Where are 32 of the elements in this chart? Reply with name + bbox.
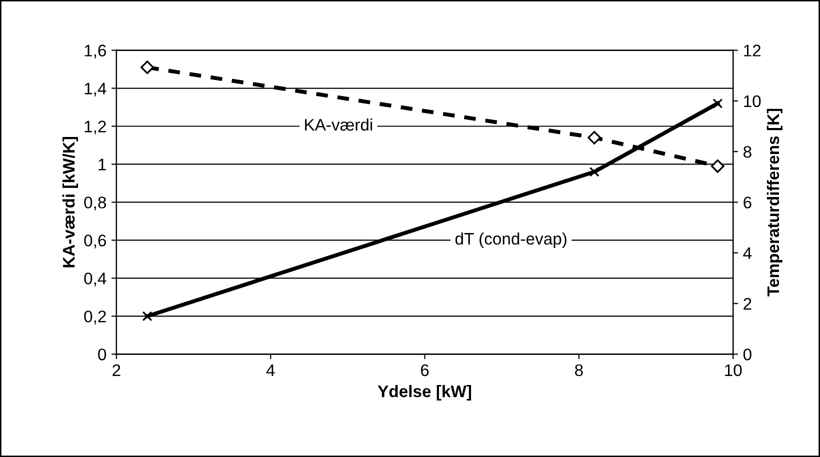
- point: [712, 98, 723, 108]
- y2-tick-label: 4: [743, 247, 752, 259]
- y-tick-label: 0,8: [84, 196, 106, 210]
- y-tick-label: 0,4: [84, 272, 106, 286]
- point: [710, 159, 724, 173]
- y2-tick-label: 10: [744, 95, 761, 108]
- x-tick-label: 2: [112, 364, 120, 376]
- y-tick-label: 0,2: [84, 310, 106, 324]
- point: [589, 166, 600, 177]
- x-tick-label: 4: [266, 364, 275, 376]
- x-tick-label: 6: [420, 364, 429, 376]
- y-tick-label: 1: [98, 158, 106, 170]
- y2-tick-label: 12: [744, 44, 761, 56]
- y2-tick-label: 6: [744, 196, 752, 208]
- point: [588, 130, 602, 144]
- y-tick-label: 1,4: [84, 82, 106, 96]
- y2-tick-label: 2: [744, 298, 752, 310]
- y-tick-label: 0: [98, 348, 106, 360]
- y-tick-label: 1,2: [84, 120, 106, 134]
- x-tick-label: 10: [725, 364, 742, 376]
- x-axis-title: Ydelse [kW]: [378, 384, 472, 401]
- series-label: dT (cond-evap): [455, 232, 566, 248]
- series-label: KA-værdi: [305, 118, 372, 131]
- y-tick-label: 0,6: [84, 234, 106, 248]
- point: [140, 60, 154, 74]
- y-axis-title: KA-værdi [kW/K]: [62, 136, 78, 268]
- y2-tick-label: 0: [743, 348, 752, 360]
- y-tick-label: 1,6: [84, 44, 106, 58]
- y2-axis-title: Temperaturdifferens [K]: [766, 108, 782, 296]
- x-tick-label: 8: [575, 364, 583, 376]
- y2-tick-label: 8: [744, 146, 752, 158]
- point: [142, 311, 152, 322]
